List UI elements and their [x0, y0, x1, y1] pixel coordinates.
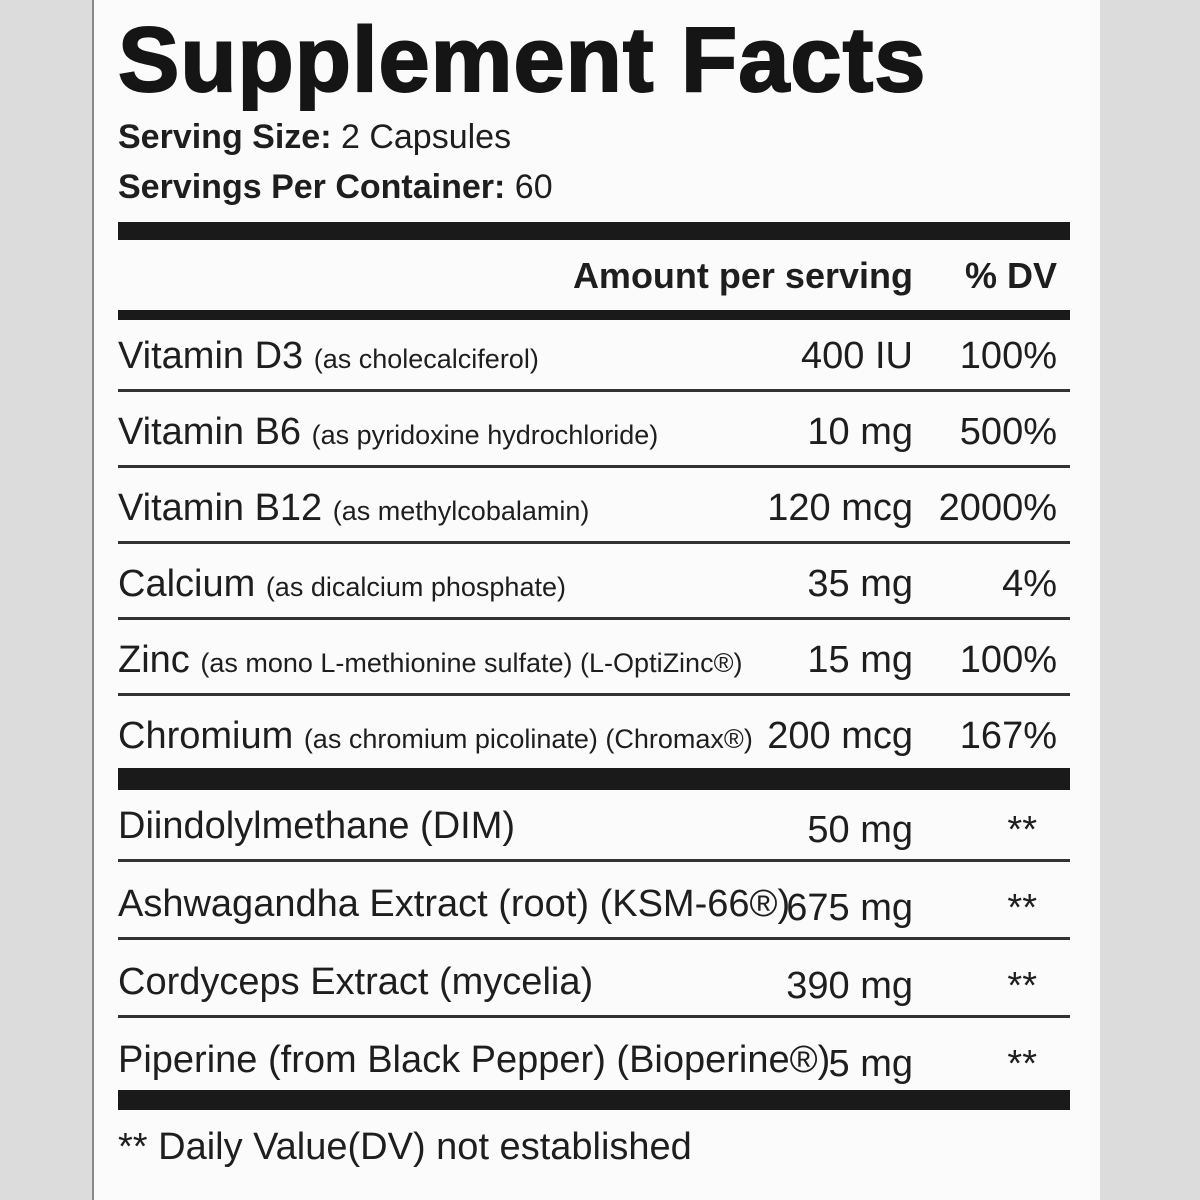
daily-value: 500%	[959, 411, 1057, 453]
nutrient: Vitamin B6	[118, 411, 302, 453]
nutrient-name: Vitamin D3 (as cholecalciferol)	[118, 335, 539, 378]
daily-value: **	[1007, 965, 1037, 1007]
row-rule	[118, 1015, 1070, 1018]
thick-rule	[118, 222, 1070, 240]
label-panel	[92, 0, 1100, 1200]
amount: 35 mg	[807, 563, 913, 605]
nutrient: Zinc	[118, 639, 190, 681]
ingredient-name: Cordyceps Extract (mycelia)	[118, 961, 594, 1003]
nutrient-source: (as cholecalciferol)	[313, 344, 539, 374]
nutrient-source: (as chromium picolinate) (Chromax®)	[303, 724, 753, 754]
ingredient-name: Ashwagandha Extract (root) (KSM-66®)	[118, 883, 791, 925]
daily-value: 2000%	[938, 487, 1057, 529]
nutrient: Chromium	[118, 715, 294, 757]
amount: 50 mg	[807, 809, 913, 851]
row-rule	[118, 465, 1070, 468]
daily-value: **	[1007, 887, 1037, 929]
nutrient: Vitamin B12	[118, 487, 323, 529]
daily-value: **	[1007, 809, 1037, 851]
row-rule	[118, 693, 1070, 696]
serving-label: Serving Size:	[118, 118, 332, 156]
nutrient-name: Calcium (as dicalcium phosphate)	[118, 563, 566, 606]
ingredient-name: Diindolylmethane (DIM)	[118, 805, 516, 847]
thick-rule	[118, 1090, 1070, 1110]
row-rule	[118, 541, 1070, 544]
amount: 400 IU	[801, 335, 913, 377]
serving-line: Serving Size: 2 Capsules	[118, 118, 511, 157]
amount: 10 mg	[807, 411, 913, 453]
nutrient-source: (as methylcobalamin)	[332, 496, 590, 526]
title: Supplement Facts	[117, 8, 927, 112]
thick-rule	[118, 768, 1070, 790]
nutrient-name: Zinc (as mono L-methionine sulfate) (L-O…	[118, 639, 742, 682]
serving-line: Servings Per Container: 60	[118, 168, 553, 207]
amount: 200 mcg	[767, 715, 913, 757]
amount: 120 mcg	[767, 487, 913, 529]
serving-label: Servings Per Container:	[118, 168, 506, 206]
nutrient-name: Vitamin B6 (as pyridoxine hydrochloride)	[118, 411, 658, 454]
daily-value: 4%	[1002, 563, 1057, 605]
nutrient: Vitamin D3	[118, 335, 304, 377]
amount: 5 mg	[828, 1043, 913, 1085]
ingredient-name: Piperine (from Black Pepper) (Bioperine®…	[118, 1039, 831, 1081]
row-rule	[118, 617, 1070, 620]
daily-value: 167%	[959, 715, 1057, 757]
amount: 390 mg	[786, 965, 913, 1007]
footnote: ** Daily Value(DV) not established	[118, 1126, 692, 1168]
daily-value: **	[1007, 1043, 1037, 1085]
daily-value: 100%	[959, 335, 1057, 377]
serving-value: 60	[514, 168, 553, 206]
amount: 675 mg	[786, 887, 913, 929]
serving-value: 2 Capsules	[340, 118, 512, 156]
medium-rule	[118, 310, 1070, 320]
daily-value: 100%	[959, 639, 1057, 681]
nutrient-name: Vitamin B12 (as methylcobalamin)	[118, 487, 589, 530]
amount: 15 mg	[807, 639, 913, 681]
nutrient-source: (as dicalcium phosphate)	[265, 572, 566, 602]
dv-header: % DV	[964, 255, 1057, 296]
row-rule	[118, 859, 1070, 862]
row-rule	[118, 937, 1070, 940]
nutrient-source: (as pyridoxine hydrochloride)	[311, 420, 659, 450]
nutrient-source: (as mono L-methionine sulfate) (L-OptiZi…	[200, 648, 743, 678]
amount-header: Amount per serving	[572, 255, 913, 296]
row-rule	[118, 389, 1070, 392]
nutrient-name: Chromium (as chromium picolinate) (Chrom…	[118, 715, 753, 758]
nutrient: Calcium	[118, 563, 256, 605]
